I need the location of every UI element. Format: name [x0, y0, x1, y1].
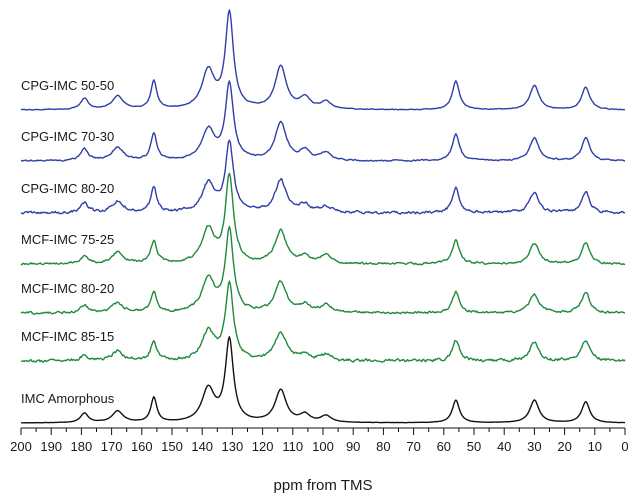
x-tick-label: 100	[312, 439, 334, 454]
x-tick-label: 160	[131, 439, 153, 454]
x-tick-label: 0	[621, 439, 628, 454]
spectrum-line-5	[20, 225, 626, 315]
x-tick-label: 40	[497, 439, 511, 454]
series-label-1: CPG-IMC 50-50	[21, 78, 114, 93]
x-tick-label: 30	[527, 439, 541, 454]
series-label-4: MCF-IMC 75-25	[21, 232, 114, 247]
x-axis-title: ppm from TMS	[274, 477, 373, 494]
series-label-3: CPG-IMC 80-20	[21, 181, 114, 196]
x-tick-label: 200	[10, 439, 32, 454]
x-tick-label: 20	[557, 439, 571, 454]
x-tick-label: 80	[376, 439, 390, 454]
spectrum-line-6	[20, 280, 626, 363]
x-tick-label: 90	[346, 439, 360, 454]
spectra-traces	[20, 9, 626, 424]
x-tick-label: 50	[467, 439, 481, 454]
x-tick-label: 150	[161, 439, 183, 454]
x-tick-label: 190	[40, 439, 62, 454]
x-axis-tick-labels: 200 190 180 170 160 150 140 130 120 110 100 90 80 70 6…	[10, 439, 628, 454]
x-tick-label: 120	[252, 439, 274, 454]
x-tick-label: 10	[588, 439, 602, 454]
x-tick-label: 70	[406, 439, 420, 454]
spectrum-line-4	[20, 172, 626, 266]
spectrum-line-2	[20, 80, 626, 162]
x-axis-ticks	[20, 428, 626, 435]
series-label-6: MCF-IMC 85-15	[21, 329, 114, 344]
spectrum-line-1	[20, 9, 626, 111]
series-label-7: IMC Amorphous	[21, 391, 115, 406]
spectrum-line-3	[20, 139, 626, 215]
x-tick-label: 170	[101, 439, 123, 454]
spectrum-line-7	[20, 336, 626, 424]
x-tick-label: 60	[437, 439, 451, 454]
x-axis: 200 190 180 170 160 150 140 130 120 110 100 90 80 70 6…	[10, 427, 628, 454]
x-tick-label: 140	[191, 439, 213, 454]
series-label-5: MCF-IMC 80-20	[21, 281, 114, 296]
x-tick-label: 110	[282, 439, 303, 454]
series-labels: CPG-IMC 50-50 CPG-IMC 70-30 CPG-IMC 80-20 M…	[21, 78, 115, 406]
x-tick-label: 130	[222, 439, 244, 454]
x-tick-label: 180	[71, 439, 93, 454]
series-label-2: CPG-IMC 70-30	[21, 129, 114, 144]
